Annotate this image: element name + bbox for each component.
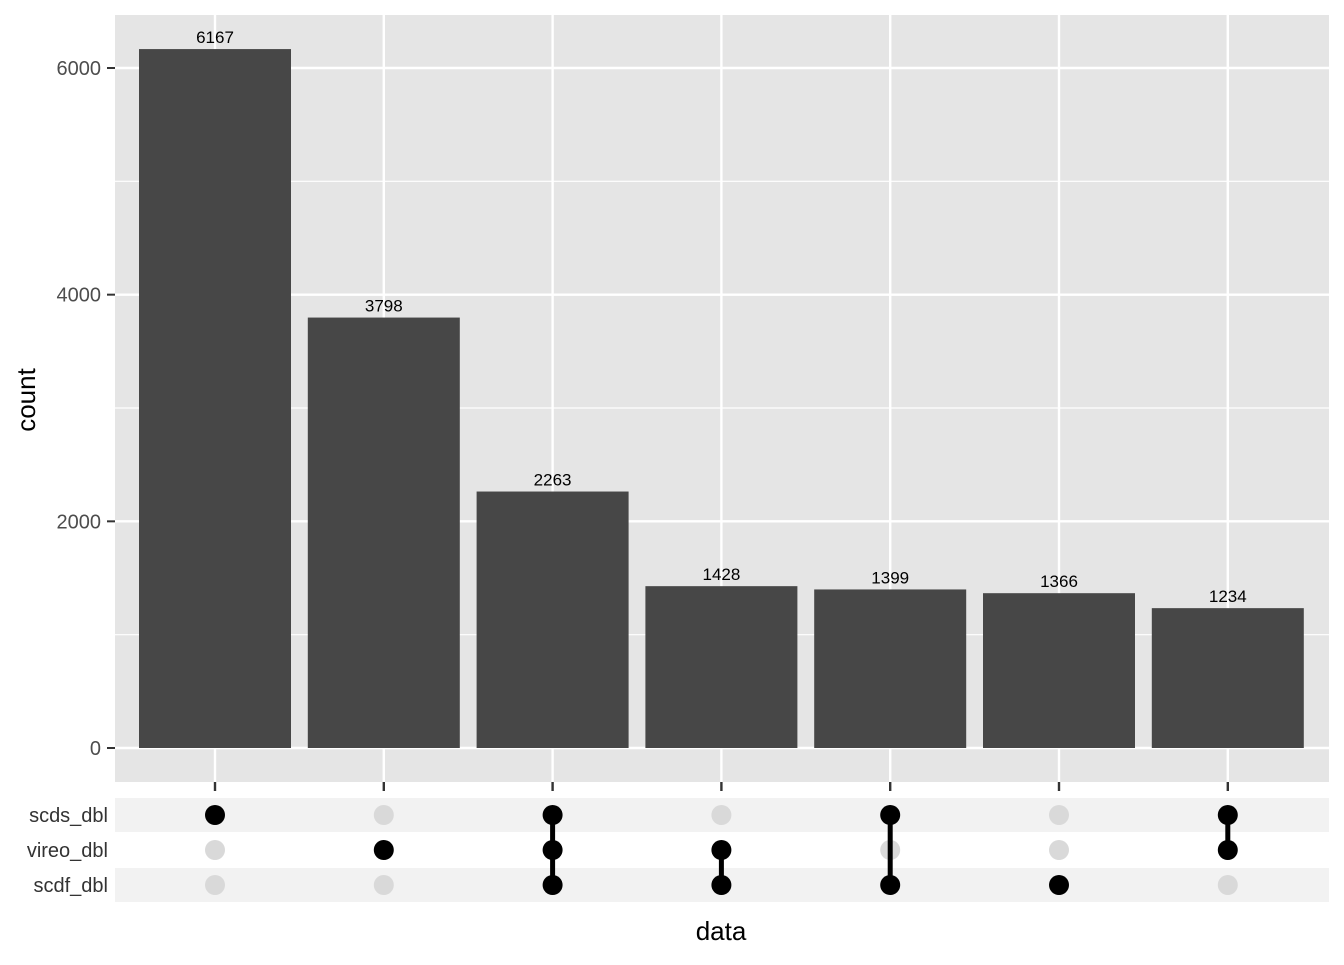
matrix-dot-inactive	[1217, 875, 1238, 895]
matrix-dot-active	[880, 875, 901, 895]
bar	[139, 49, 291, 748]
y-tick-label: 0	[90, 738, 101, 760]
bar	[814, 589, 967, 748]
x-axis-title: data	[696, 916, 747, 946]
matrix-dot-inactive	[205, 840, 225, 860]
bar-value-label: 1234	[1209, 587, 1247, 606]
bar	[645, 586, 798, 748]
matrix-dot-inactive	[1049, 805, 1069, 825]
bar	[476, 491, 629, 748]
set-label: scds_dbl	[29, 805, 108, 827]
bar-value-label: 3798	[365, 297, 403, 316]
bar-value-label: 1399	[871, 568, 909, 587]
matrix-dot-inactive	[373, 805, 394, 825]
matrix-dot-active	[711, 875, 732, 895]
y-tick-label: 6000	[57, 58, 102, 80]
bar	[983, 593, 1135, 748]
matrix-dot-inactive	[1049, 840, 1069, 860]
y-tick-label: 2000	[57, 511, 102, 533]
set-label: scdf_dbl	[34, 875, 109, 897]
bar-value-label: 1366	[1040, 572, 1078, 591]
bar-value-label: 2263	[534, 471, 572, 490]
matrix-dot-active	[711, 840, 732, 860]
matrix-dot-inactive	[711, 805, 732, 825]
matrix-set-labels: scds_dbl vireo_dbl scdf_dbl	[27, 805, 108, 897]
y-axis: 0 2000 4000 6000	[57, 58, 115, 760]
bar-value-label: 6167	[196, 28, 234, 47]
y-axis-title: count	[11, 367, 41, 431]
set-label: vireo_dbl	[27, 840, 108, 862]
bars	[139, 49, 1304, 748]
x-ticks	[213, 782, 1230, 791]
matrix-dot-active	[542, 840, 563, 860]
bar	[307, 317, 460, 748]
bar	[1151, 608, 1304, 748]
matrix-dots	[205, 805, 1238, 895]
matrix-dot-active	[542, 875, 563, 895]
matrix-dot-inactive	[205, 875, 225, 895]
matrix-dot-active	[880, 805, 901, 825]
matrix-dot-active	[373, 840, 394, 860]
bar-value-label: 1428	[702, 565, 740, 584]
matrix-dot-active	[1217, 805, 1238, 825]
bar-labels: 6167 3798 2263 1428 1399 1366 1234	[196, 28, 1247, 606]
y-tick-label: 4000	[57, 285, 102, 307]
matrix-dot-active	[1217, 840, 1238, 860]
matrix-dot-active	[542, 805, 563, 825]
matrix-dot-active	[205, 805, 225, 825]
matrix-dot-active	[1049, 875, 1069, 895]
matrix-dot-inactive	[373, 875, 394, 895]
